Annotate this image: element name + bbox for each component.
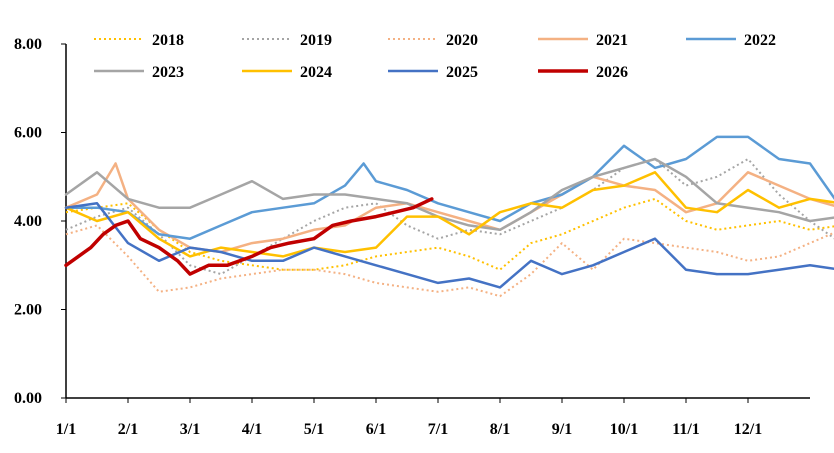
legend-label-2018: 2018 bbox=[152, 32, 184, 49]
y-tick-label: 4.00 bbox=[14, 213, 42, 230]
series-line-2026 bbox=[64, 197, 434, 276]
series-line-2022 bbox=[64, 135, 834, 240]
legend-label-2023: 2023 bbox=[152, 64, 184, 81]
x-tick-label: 2/1 bbox=[118, 421, 138, 438]
series-line-2024 bbox=[64, 171, 834, 258]
legend-label-2021: 2021 bbox=[596, 32, 628, 49]
x-tick-label: 12/1 bbox=[734, 421, 762, 438]
y-tick-label: 8.00 bbox=[14, 36, 42, 53]
legend-label-2026: 2026 bbox=[596, 64, 628, 81]
series-line-2019 bbox=[65, 158, 834, 276]
legend-label-2024: 2024 bbox=[300, 64, 332, 81]
legend-label-2020: 2020 bbox=[446, 32, 478, 49]
x-tick-label: 10/1 bbox=[610, 421, 638, 438]
y-tick-label: 6.00 bbox=[14, 125, 42, 142]
series-line-2020 bbox=[65, 224, 834, 298]
x-tick-label: 5/1 bbox=[304, 421, 324, 438]
series-line-2018 bbox=[65, 197, 834, 271]
y-tick-label: 0.00 bbox=[14, 390, 42, 407]
chart-legend: 2018 2019 2020 2021 2022 2023 2024 2025 2026 bbox=[94, 32, 776, 81]
x-tick-label: 9/1 bbox=[552, 421, 572, 438]
y-tick-label: 2.00 bbox=[14, 302, 42, 319]
x-tick-label: 8/1 bbox=[490, 421, 510, 438]
chart-axes: 0.00 2.00 4.00 6.00 8.00 1/1 2/1 3/1 4/1 5/1 6/1 7/… bbox=[14, 36, 810, 438]
series-line-2025 bbox=[64, 202, 834, 289]
series-layer bbox=[64, 135, 834, 298]
series-line-2023 bbox=[64, 157, 834, 232]
x-tick-label: 7/1 bbox=[428, 421, 448, 438]
legend-label-2025: 2025 bbox=[446, 64, 478, 81]
x-tick-label: 1/1 bbox=[56, 421, 76, 438]
legend-label-2022: 2022 bbox=[744, 32, 776, 49]
x-tick-label: 4/1 bbox=[242, 421, 262, 438]
x-tick-label: 6/1 bbox=[366, 421, 386, 438]
x-tick-label: 3/1 bbox=[180, 421, 200, 438]
x-tick-label: 11/1 bbox=[672, 421, 700, 438]
legend-label-2019: 2019 bbox=[300, 32, 332, 49]
